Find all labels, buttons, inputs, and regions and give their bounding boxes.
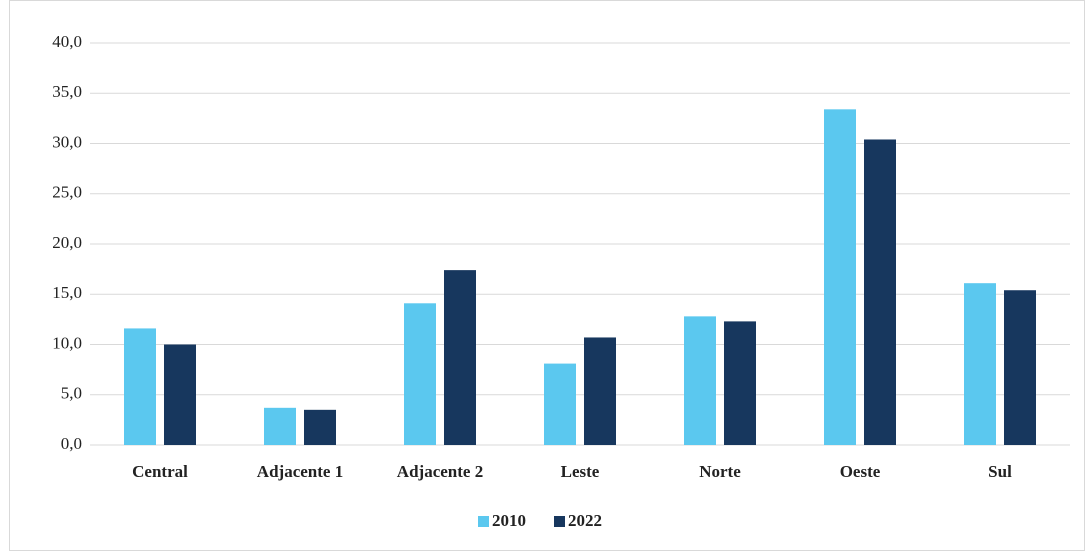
bar xyxy=(264,407,296,445)
chart-border xyxy=(9,0,1085,551)
x-tick-label: Oeste xyxy=(840,462,881,481)
bar xyxy=(164,344,196,445)
x-tick-label: Norte xyxy=(699,462,741,481)
bar xyxy=(724,321,756,445)
y-tick-label: 15,0 xyxy=(52,283,82,302)
y-tick-label: 20,0 xyxy=(52,233,82,252)
bar xyxy=(684,316,716,445)
bar xyxy=(404,303,436,445)
bar xyxy=(304,409,336,445)
bar xyxy=(124,328,156,445)
bar xyxy=(964,283,996,445)
bar xyxy=(864,139,896,446)
bar xyxy=(1004,290,1036,445)
x-tick-label: Sul xyxy=(988,462,1012,481)
y-tick-label: 0,0 xyxy=(61,434,82,453)
y-tick-label: 35,0 xyxy=(52,82,82,101)
y-tick-label: 5,0 xyxy=(61,384,82,403)
bar xyxy=(824,109,856,445)
x-tick-label: Leste xyxy=(561,462,600,481)
y-tick-label: 10,0 xyxy=(52,333,82,352)
bar xyxy=(444,270,476,445)
legend-swatch xyxy=(478,516,489,527)
legend-label: 2010 xyxy=(492,511,526,530)
y-tick-label: 25,0 xyxy=(52,183,82,202)
legend-swatch xyxy=(554,516,565,527)
y-tick-label: 40,0 xyxy=(52,32,82,51)
legend-label: 2022 xyxy=(568,511,602,530)
x-tick-label: Adjacente 2 xyxy=(397,462,483,481)
bar xyxy=(584,337,616,445)
x-tick-label: Adjacente 1 xyxy=(257,462,343,481)
x-tick-label: Central xyxy=(132,462,188,481)
y-tick-label: 30,0 xyxy=(52,132,82,151)
bar xyxy=(544,363,576,445)
